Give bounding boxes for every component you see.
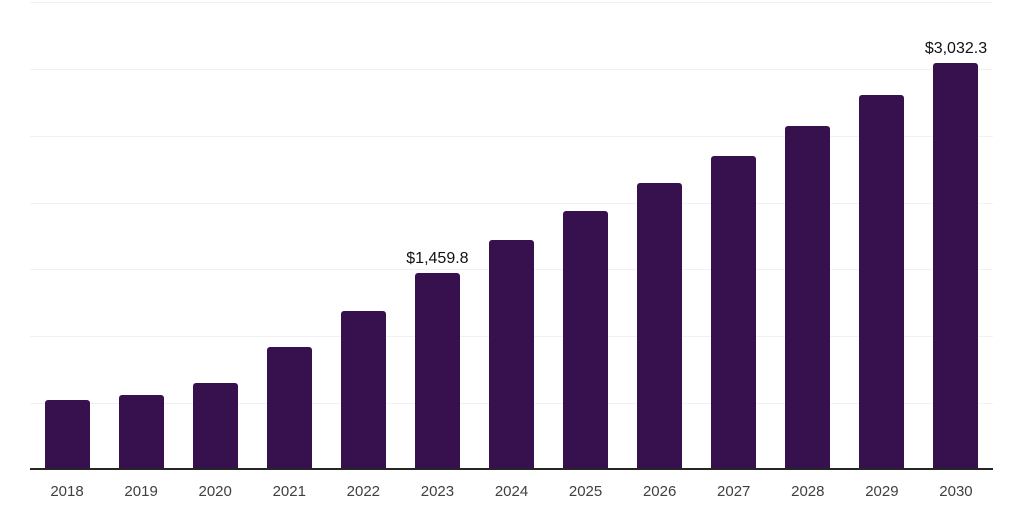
- x-axis-label-2028: 2028: [791, 483, 825, 500]
- bar-2029[interactable]: [859, 95, 905, 468]
- bar-2025[interactable]: [563, 210, 609, 468]
- gridline: [30, 2, 993, 3]
- x-axis-label-2024: 2024: [494, 483, 529, 500]
- x-axis-label-2027: 2027: [717, 483, 751, 500]
- x-axis-label-2025: 2025: [568, 483, 603, 500]
- data-label-2030: $3,032.3: [924, 39, 988, 57]
- bar-2024[interactable]: [489, 239, 534, 468]
- x-axis-label-2022: 2022: [346, 483, 381, 500]
- x-axis-label-2029: 2029: [865, 483, 899, 500]
- x-axis-label-2030: 2030: [939, 483, 973, 500]
- data-label-2023: $1,459.8: [406, 249, 469, 267]
- bar-2027[interactable]: [711, 155, 757, 468]
- bar-2030[interactable]: [933, 62, 979, 468]
- x-axis-label-2023: 2023: [420, 483, 455, 500]
- x-axis-label-2018: 2018: [50, 483, 84, 500]
- bar-2018[interactable]: [44, 400, 90, 468]
- gridline: [30, 135, 993, 137]
- x-axis-label-2019: 2019: [124, 483, 158, 500]
- bar-2019[interactable]: [118, 394, 164, 468]
- plot-area: $1,459.8 $3,032.3: [30, 2, 993, 470]
- gridline: [30, 68, 993, 70]
- x-axis-label-2020: 2020: [198, 483, 232, 500]
- x-axis-label-2026: 2026: [642, 483, 677, 500]
- gridline: [30, 202, 993, 204]
- bar-2021[interactable]: [266, 347, 312, 468]
- x-axis-label-2021: 2021: [272, 483, 306, 500]
- x-axis-labels: 2018 2019 2020 2021 2022 2023 2024 2025 2026 2027…: [30, 483, 993, 503]
- bar-2026[interactable]: [637, 182, 683, 468]
- bar-2028[interactable]: [785, 126, 831, 468]
- bar-2020[interactable]: [192, 383, 238, 468]
- bar-2023[interactable]: [414, 272, 460, 468]
- bar-2022[interactable]: [340, 310, 386, 468]
